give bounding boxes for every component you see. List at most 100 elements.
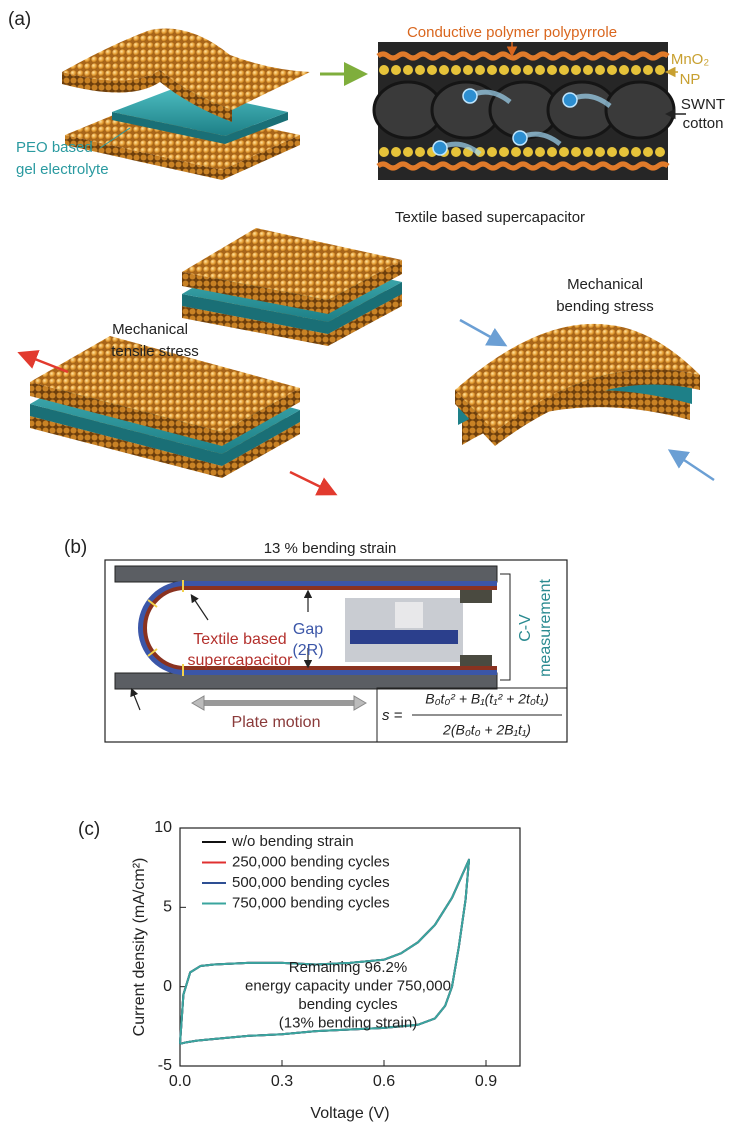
nanoparticle — [631, 147, 641, 157]
nanoparticle — [403, 65, 413, 75]
mno2-label: MnO₂ — [671, 51, 710, 68]
nanoparticle — [475, 65, 485, 75]
nanoparticle — [547, 147, 557, 157]
motion-label: Plate motion — [232, 714, 321, 731]
nanoparticle — [643, 65, 653, 75]
ion — [513, 131, 527, 145]
nanoparticle — [451, 65, 461, 75]
nanoparticle — [607, 65, 617, 75]
nanoparticle — [571, 147, 581, 157]
nanoparticle — [487, 147, 497, 157]
nanoparticle — [415, 147, 425, 157]
formula-denominator: 2(B₀t₀ + 2B₁t₁) — [442, 722, 531, 738]
formula-lhs: s = — [382, 707, 403, 724]
nanoparticle — [511, 147, 521, 157]
cv-label: measurement — [537, 579, 554, 677]
device-label: Textile based — [193, 631, 286, 648]
device-label: supercapacitor — [188, 652, 294, 669]
nanoparticle — [391, 65, 401, 75]
nanoparticle — [595, 65, 605, 75]
y-tick-label: 10 — [154, 819, 172, 836]
annotation: energy capacity under 750,000 — [245, 977, 451, 994]
legend-label: 750,000 bending cycles — [232, 894, 390, 911]
nanoparticle — [499, 147, 509, 157]
annotation: bending cycles — [298, 996, 397, 1013]
cotton-label: cotton — [683, 115, 724, 132]
cross-section — [374, 42, 674, 180]
bending-label: bending stress — [556, 298, 654, 315]
x-tick-label: 0.9 — [475, 1073, 497, 1090]
nanoparticle — [403, 147, 413, 157]
legend-label: w/o bending strain — [231, 833, 354, 850]
nanoparticle — [427, 65, 437, 75]
ion — [563, 93, 577, 107]
nanoparticle — [379, 147, 389, 157]
arrow — [290, 472, 333, 493]
arrow — [22, 354, 68, 372]
nanoparticle — [619, 65, 629, 75]
nanoparticle — [619, 147, 629, 157]
swnt-label: SWNT — [681, 96, 725, 113]
bending-label: Mechanical — [567, 276, 643, 293]
nanoparticle — [463, 65, 473, 75]
nanoparticle — [523, 147, 533, 157]
gap-label: (2R) — [292, 642, 323, 659]
nanoparticle — [439, 65, 449, 75]
tensile-label: Mechanical — [112, 321, 188, 338]
y-tick-label: 0 — [163, 978, 172, 995]
y-axis-label: Current density (mA/cm²) — [131, 858, 148, 1037]
device-label: Textile based supercapacitor — [395, 209, 585, 226]
tensile-label: tensile stress — [111, 343, 199, 360]
nanoparticle — [571, 65, 581, 75]
legend-label: 250,000 bending cycles — [232, 853, 390, 870]
y-tick-label: -5 — [158, 1057, 172, 1074]
nanoparticle — [487, 65, 497, 75]
fiber — [606, 82, 674, 138]
np-label: NP — [680, 71, 701, 88]
peo-label: PEO based — [16, 139, 93, 156]
nanoparticle — [511, 65, 521, 75]
x-axis-label: Voltage (V) — [310, 1105, 389, 1122]
nanoparticle — [559, 147, 569, 157]
x-tick-label: 0.3 — [271, 1073, 293, 1090]
nanoparticle — [523, 65, 533, 75]
nanoparticle — [391, 147, 401, 157]
peo-label: gel electrolyte — [16, 161, 109, 178]
y-tick-label: 5 — [163, 899, 172, 916]
arrow — [460, 320, 503, 344]
polymer-label: Conductive polymer polypyrrole — [407, 24, 617, 41]
nanoparticle — [583, 147, 593, 157]
nanoparticle — [535, 65, 545, 75]
panel-title: 13 % bending strain — [264, 540, 397, 557]
nanoparticle — [451, 147, 461, 157]
nanoparticle — [643, 147, 653, 157]
bending-setup — [105, 560, 567, 742]
nanoparticle — [655, 147, 665, 157]
x-tick-label: 0.0 — [169, 1073, 191, 1090]
cv-label: C-V — [517, 614, 534, 642]
formula-numerator: B₀t₀² + B₁(t₁² + 2t₀t₁) — [425, 691, 549, 707]
arrow — [672, 452, 714, 480]
figure: (a) Conductive polymer polypyrrole MnO₂ … — [0, 0, 729, 1124]
nanoparticle — [499, 65, 509, 75]
nanoparticle — [559, 65, 569, 75]
legend-label: 500,000 bending cycles — [232, 874, 390, 891]
panel-label: (b) — [64, 537, 87, 558]
x-tick-label: 0.6 — [373, 1073, 395, 1090]
gap-label: Gap — [293, 621, 323, 638]
panel-label: (a) — [8, 9, 31, 30]
nanoparticle — [631, 65, 641, 75]
nanoparticle — [607, 147, 617, 157]
ion — [433, 141, 447, 155]
annotation: Remaining 96.2% — [289, 959, 407, 976]
nanoparticle — [583, 65, 593, 75]
chart: (c) 0.0 0.3 0.6 0.9 -5 0 5 10 Voltage (V) Current … — [78, 819, 520, 1122]
nanoparticle — [535, 147, 545, 157]
nanoparticle — [655, 65, 665, 75]
nanoparticle — [415, 65, 425, 75]
nanoparticle — [547, 65, 557, 75]
nanoparticle — [379, 65, 389, 75]
annotation: (13% bending strain) — [279, 1014, 417, 1031]
nanoparticle — [595, 147, 605, 157]
panel-label: (c) — [78, 819, 100, 840]
